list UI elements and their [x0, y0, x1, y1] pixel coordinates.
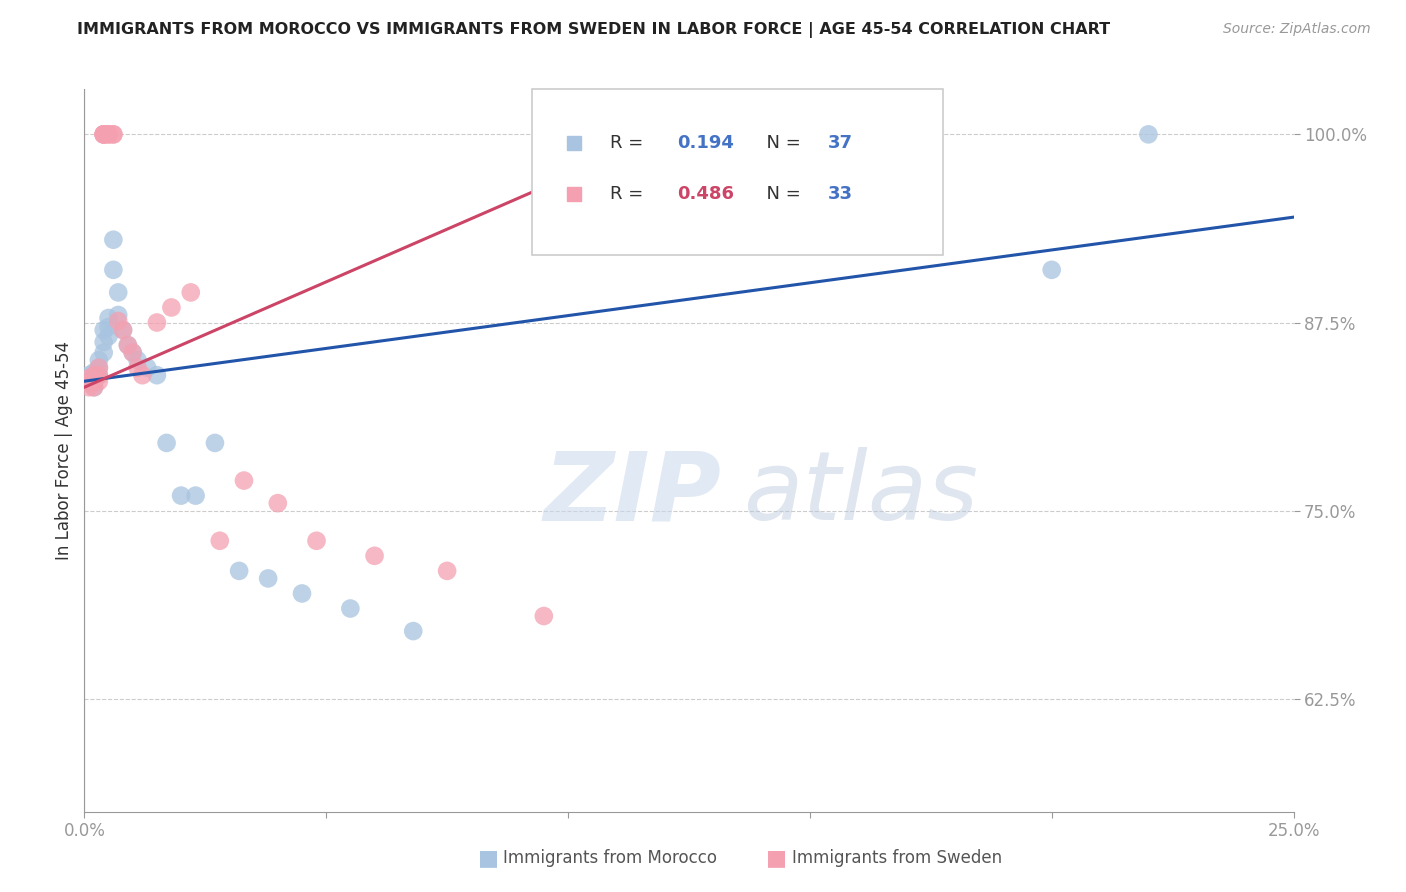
Point	[267, 496, 290, 510]
Point	[97, 320, 120, 334]
Point	[87, 374, 110, 388]
Point	[87, 368, 110, 383]
Point	[83, 380, 105, 394]
Point	[112, 323, 135, 337]
Point	[83, 380, 105, 394]
Point	[93, 345, 115, 359]
Point	[146, 316, 169, 330]
Point	[291, 586, 314, 600]
Point	[77, 376, 100, 390]
Point	[83, 368, 105, 383]
Point	[233, 474, 256, 488]
Text: 33: 33	[828, 185, 853, 203]
Point	[363, 549, 385, 563]
Point	[208, 533, 231, 548]
Point	[112, 323, 135, 337]
Text: 0.194: 0.194	[676, 135, 734, 153]
Text: ■: ■	[478, 848, 499, 868]
Point	[107, 308, 129, 322]
Point	[204, 436, 226, 450]
Point	[257, 571, 280, 585]
Point	[107, 285, 129, 300]
Point	[131, 368, 153, 383]
Point	[83, 365, 105, 379]
Point	[83, 374, 105, 388]
Point	[97, 329, 120, 343]
Point	[77, 371, 100, 385]
Point	[97, 128, 120, 142]
Point	[121, 345, 143, 359]
Text: IMMIGRANTS FROM MOROCCO VS IMMIGRANTS FROM SWEDEN IN LABOR FORCE | AGE 45-54 COR: IMMIGRANTS FROM MOROCCO VS IMMIGRANTS FR…	[77, 22, 1111, 38]
Point	[155, 436, 177, 450]
Point	[77, 376, 100, 390]
Point	[97, 311, 120, 326]
Point	[402, 624, 425, 639]
Point	[1137, 128, 1160, 142]
Point	[93, 128, 115, 142]
Point	[170, 489, 193, 503]
Point	[87, 353, 110, 368]
Point	[1040, 263, 1063, 277]
Point	[77, 380, 100, 394]
Point	[87, 360, 110, 375]
Text: 0.486: 0.486	[676, 185, 734, 203]
Text: R =: R =	[610, 185, 650, 203]
Point	[77, 371, 100, 385]
Point	[121, 345, 143, 359]
Point	[107, 314, 129, 328]
Point	[127, 360, 149, 375]
Point	[103, 263, 125, 277]
Point	[184, 489, 207, 503]
Point	[87, 360, 110, 375]
Point	[305, 533, 328, 548]
Point	[339, 601, 361, 615]
Point	[117, 338, 139, 352]
Text: ZIP: ZIP	[544, 447, 721, 541]
Text: ■: ■	[766, 848, 787, 868]
Text: 37: 37	[828, 135, 853, 153]
Y-axis label: In Labor Force | Age 45-54: In Labor Force | Age 45-54	[55, 341, 73, 560]
Point	[93, 335, 115, 350]
Point	[93, 323, 115, 337]
Point	[93, 128, 115, 142]
FancyBboxPatch shape	[531, 89, 943, 255]
Point	[93, 128, 115, 142]
Point	[146, 368, 169, 383]
Point	[103, 128, 125, 142]
Point	[127, 353, 149, 368]
Text: N =: N =	[755, 185, 807, 203]
Text: Immigrants from Morocco: Immigrants from Morocco	[503, 849, 717, 867]
Point	[103, 233, 125, 247]
Point	[103, 128, 125, 142]
Point	[533, 609, 555, 624]
Text: R =: R =	[610, 135, 650, 153]
Text: atlas: atlas	[744, 447, 979, 541]
Point	[83, 371, 105, 385]
Point	[136, 360, 159, 375]
Point	[228, 564, 250, 578]
Point	[160, 301, 183, 315]
Point	[83, 374, 105, 388]
Point	[97, 128, 120, 142]
Text: N =: N =	[755, 135, 807, 153]
Point	[77, 368, 100, 383]
Point	[93, 128, 115, 142]
Point	[180, 285, 202, 300]
Point	[87, 368, 110, 383]
Point	[117, 338, 139, 352]
Text: Immigrants from Sweden: Immigrants from Sweden	[792, 849, 1001, 867]
Text: Source: ZipAtlas.com: Source: ZipAtlas.com	[1223, 22, 1371, 37]
Point	[436, 564, 458, 578]
